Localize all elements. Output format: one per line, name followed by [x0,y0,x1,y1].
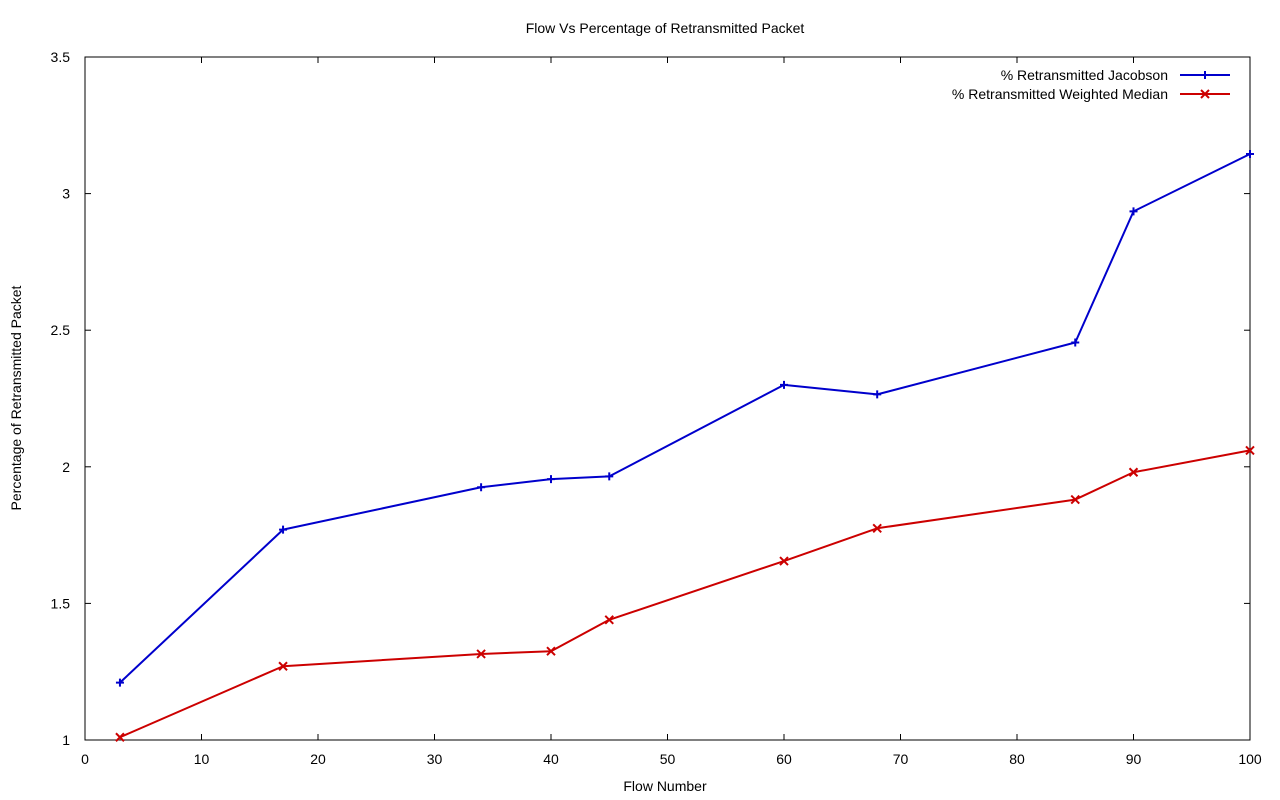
data-point [1129,207,1138,216]
data-point [780,380,788,389]
data-point [873,390,882,399]
legend-label: % Retransmitted Weighted Median [952,86,1168,102]
chart-title: Flow Vs Percentage of Retransmitted Pack… [526,20,805,36]
series-line [119,449,1251,739]
x-tick-label: 90 [1126,751,1142,767]
x-tick-label: 20 [310,751,326,767]
legend-marker [1200,89,1210,99]
plot-area [84,56,1251,741]
data-point [1070,494,1080,505]
y-tick-label: 3.5 [51,49,71,65]
y-tick-label: 2 [62,459,70,475]
series-2 [115,445,1255,742]
data-point [1245,445,1255,456]
data-point [477,483,486,492]
data-point [1246,149,1254,158]
x-tick-label: 10 [194,751,210,767]
data-point [115,732,125,742]
series-layer [115,149,1255,742]
data-point [115,678,124,687]
x-axis-label: Flow Number [623,778,707,794]
legend-marker [1201,71,1209,79]
x-tick-label: 40 [543,751,559,767]
series-line [119,153,1251,684]
data-point [779,556,789,566]
x-tick-label: 50 [660,751,676,767]
x-tick-label: 0 [81,751,89,767]
x-tick-label: 70 [893,751,909,767]
data-point [546,646,556,656]
y-tick-label: 3 [62,186,70,202]
y-tick-label: 1.5 [51,595,71,611]
x-tick-label: 80 [1009,751,1025,767]
data-point [604,615,614,625]
x-tick-label: 30 [427,751,443,767]
legend-item: % Retransmitted Jacobson [1001,67,1230,83]
x-tick-label: 100 [1238,751,1262,767]
x-axis: 0 10 20 30 40 50 60 70 80 90 100 [81,57,1262,767]
data-point [1071,338,1080,347]
y-tick-label: 2.5 [51,322,71,338]
data-point [605,472,614,481]
data-point [279,525,288,534]
data-point [278,661,288,671]
data-point [872,523,882,533]
legend-label: % Retransmitted Jacobson [1001,67,1168,83]
y-tick-label: 1 [62,732,70,748]
y-axis-label: Percentage of Retransmitted Packet [8,285,24,510]
data-point [476,649,486,659]
data-point [547,475,555,484]
legend-item: % Retransmitted Weighted Median [952,86,1230,102]
data-point [1128,467,1139,477]
y-axis: 1 1.5 2 2.5 3 3.5 [51,49,1250,748]
series-1 [115,149,1254,687]
x-tick-label: 60 [776,751,792,767]
legend: % Retransmitted Jacobson % Retransmitted … [952,67,1230,102]
